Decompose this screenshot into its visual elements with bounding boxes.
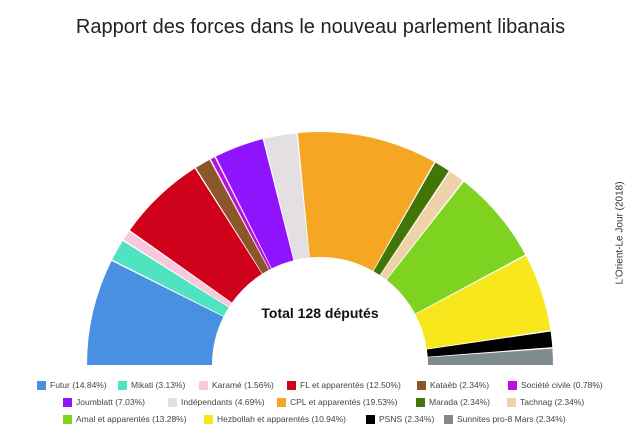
legend-label: Sunnites pro-8 Mars (2.34%) — [457, 414, 566, 424]
legend-label: Tachnag (2.34%) — [520, 397, 585, 407]
legend-row: Futur (14.84%) Mikati (3.13%) Karamé (1.56… — [37, 380, 637, 397]
slice-cpl-et-apparent-s[interactable] — [297, 132, 435, 271]
legend-item[interactable]: Sunnites pro-8 Mars (2.34%) — [444, 414, 566, 424]
legend-label: Futur (14.84%) — [50, 380, 107, 390]
legend-label: Kataëb (2.34%) — [430, 380, 490, 390]
slice-marada[interactable] — [373, 162, 449, 276]
legend-swatch — [199, 380, 208, 390]
legend-item[interactable]: Tachnag (2.34%) — [507, 397, 584, 407]
slice-ind-pendants[interactable] — [264, 133, 310, 261]
slice-fl-et-apparent-s[interactable] — [129, 168, 262, 303]
legend-swatch — [444, 414, 453, 424]
slice-psns[interactable] — [426, 331, 553, 357]
slice-kata-b[interactable] — [195, 159, 269, 274]
legend-swatch — [507, 397, 516, 407]
slice-futur[interactable] — [87, 260, 224, 365]
legend-swatch — [366, 414, 375, 424]
slice-tachnag[interactable] — [380, 171, 463, 280]
slice-soci-t-civile[interactable] — [210, 157, 272, 270]
legend-item[interactable]: Indépendants (4.69%) — [168, 397, 265, 407]
legend-label: Joumblatt (7.03%) — [76, 397, 145, 407]
legend-label: Indépendants (4.69%) — [181, 397, 265, 407]
legend-label: Amal et apparentés (13.28%) — [76, 414, 187, 424]
legend-item[interactable]: Karamé (1.56%) — [199, 380, 274, 390]
slice-amal-et-apparent-s[interactable] — [386, 181, 526, 314]
legend-label: Hezbollah et apparentés (10.94%) — [217, 414, 346, 424]
legend-item[interactable]: Marada (2.34%) — [416, 397, 490, 407]
legend-swatch — [63, 414, 72, 424]
legend-swatch — [417, 380, 426, 390]
legend-row: Joumblatt (7.03%) Indépendants (4.69%) CPL… — [37, 397, 637, 414]
legend-swatch — [168, 397, 177, 407]
legend-swatch — [416, 397, 425, 407]
legend-label: FL et apparentés (12.50%) — [300, 380, 401, 390]
slice-joumblatt[interactable] — [215, 139, 294, 269]
slice-hezbollah-et-apparent-s[interactable] — [415, 255, 551, 349]
legend-label: PSNS (2.34%) — [379, 414, 435, 424]
legend-item[interactable]: PSNS (2.34%) — [366, 414, 434, 424]
chart-legend: Futur (14.84%) Mikati (3.13%) Karamé (1.56… — [37, 380, 637, 431]
center-total-label: Total 128 députés — [261, 305, 378, 321]
chart-title: Rapport des forces dans le nouveau parle… — [75, 16, 566, 38]
legend-item[interactable]: CPL et apparentés (19.53%) — [277, 397, 397, 407]
legend-item[interactable]: Amal et apparentés (13.28%) — [63, 414, 187, 424]
slice-karam-[interactable] — [123, 231, 232, 307]
legend-item[interactable]: Kataëb (2.34%) — [417, 380, 489, 390]
legend-label: Marada (2.34%) — [429, 397, 490, 407]
legend-item[interactable]: Futur (14.84%) — [37, 380, 107, 390]
legend-row: Amal et apparentés (13.28%) Hezbollah et … — [37, 414, 637, 431]
legend-swatch — [37, 380, 46, 390]
slice-sunnites-pro-8-mars[interactable] — [427, 348, 553, 365]
legend-swatch — [277, 397, 286, 407]
legend-swatch — [118, 380, 127, 390]
legend-label: Société civile (0.78%) — [521, 380, 603, 390]
legend-swatch — [508, 380, 517, 390]
slice-mikati[interactable] — [112, 240, 229, 317]
hemicycle-chart: Total 128 députés — [87, 132, 553, 365]
legend-swatch — [63, 397, 72, 407]
legend-label: CPL et apparentés (19.53%) — [290, 397, 398, 407]
legend-swatch — [287, 380, 296, 390]
legend-item[interactable]: Joumblatt (7.03%) — [63, 397, 145, 407]
hemicycle-slices — [87, 132, 553, 365]
legend-item[interactable]: Société civile (0.78%) — [508, 380, 603, 390]
legend-item[interactable]: Hezbollah et apparentés (10.94%) — [204, 414, 346, 424]
legend-label: Mikati (3.13%) — [131, 380, 186, 390]
legend-item[interactable]: FL et apparentés (12.50%) — [287, 380, 401, 390]
legend-item[interactable]: Mikati (3.13%) — [118, 380, 185, 390]
legend-label: Karamé (1.56%) — [212, 380, 274, 390]
legend-swatch — [204, 414, 213, 424]
